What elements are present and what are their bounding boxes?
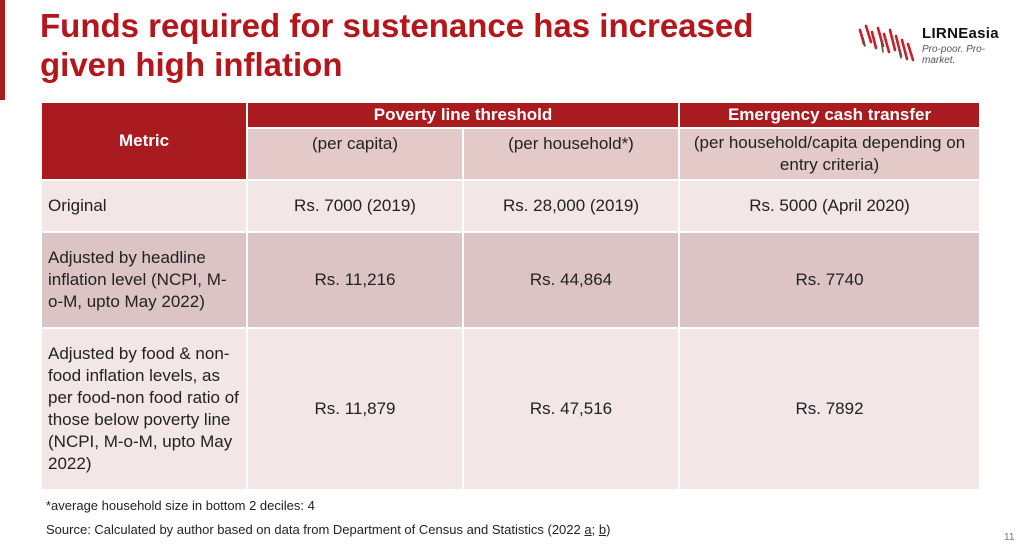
source-suffix: ) xyxy=(606,522,611,537)
per-household-cell: Rs. 28,000 (2019) xyxy=(461,179,681,233)
footnote: *average household size in bottom 2 deci… xyxy=(46,498,315,513)
emergency-cell: Rs. 5000 (April 2020) xyxy=(678,179,982,233)
accent-bar xyxy=(0,0,5,100)
per-capita-subheader: (per capita) xyxy=(246,127,464,181)
emergency-transfer-header: Emergency cash transfer xyxy=(678,101,982,129)
logo-tagline: Pro-poor. Pro-market. xyxy=(922,44,985,66)
per-household-cell: Rs. 47,516 xyxy=(461,327,681,491)
slide-title: Funds required for sustenance has increa… xyxy=(40,7,754,83)
per-household-capita-subheader: (per household/capita depending on entry… xyxy=(678,127,982,181)
per-capita-cell: Rs. 7000 (2019) xyxy=(246,179,464,233)
source-link-b[interactable]: b xyxy=(598,522,607,537)
logo-name: LIRNEasia xyxy=(922,25,999,42)
source-note: Source: Calculated by author based on da… xyxy=(46,522,610,537)
lirneasia-logo-icon xyxy=(858,24,915,62)
emergency-cell: Rs. 7892 xyxy=(678,327,982,491)
logo: LIRNEasia Pro-poor. Pro-market. xyxy=(856,22,1016,66)
source-separator: ; xyxy=(591,522,599,537)
table-row: Original Rs. 7000 (2019) Rs. 28,000 (201… xyxy=(40,179,982,233)
source-prefix: Source: Calculated by author based on da… xyxy=(46,522,585,537)
table-row: Adjusted by food & non-food inflation le… xyxy=(40,327,982,491)
metric-cell: Adjusted by food & non-food inflation le… xyxy=(40,327,248,491)
per-household-subheader: (per household*) xyxy=(461,127,681,181)
page-number: 11 xyxy=(1004,532,1015,543)
per-capita-cell: Rs. 11,879 xyxy=(246,327,464,491)
poverty-line-header: Poverty line threshold xyxy=(245,101,681,129)
source-link-a[interactable]: a xyxy=(584,522,592,537)
metric-cell: Adjusted by headline inflation level (NC… xyxy=(40,231,248,329)
table-row: Adjusted by headline inflation level (NC… xyxy=(40,231,982,329)
per-household-cell: Rs. 44,864 xyxy=(461,231,681,329)
inflation-table: Metric Poverty line threshold Emergency … xyxy=(40,101,982,491)
per-capita-cell: Rs. 11,216 xyxy=(246,231,464,329)
metric-header: Metric xyxy=(40,101,248,181)
emergency-cell: Rs. 7740 xyxy=(678,231,982,329)
metric-cell: Original xyxy=(40,179,248,233)
